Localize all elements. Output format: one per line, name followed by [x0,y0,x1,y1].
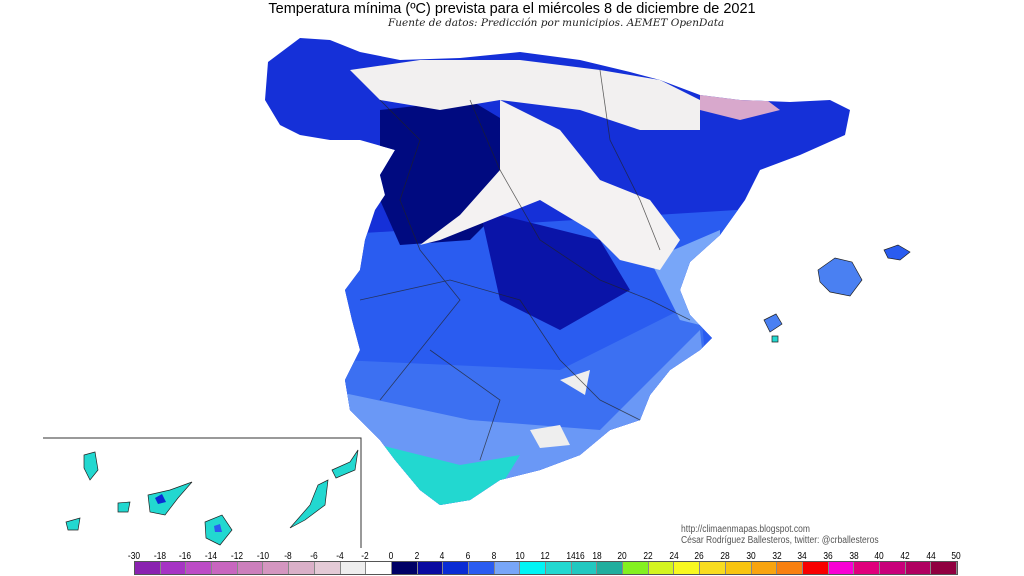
legend-label: 14 [566,550,576,562]
legend-swatch [160,562,187,574]
legend-swatch [854,562,880,574]
legend-swatch [879,562,906,574]
legend-label: 18 [591,550,602,562]
legend-swatch [802,562,829,574]
legend-label: 30 [746,550,756,562]
canary-islands-inset [43,437,362,548]
legend-swatch [417,562,444,574]
legend-swatch [391,562,418,574]
legend-swatch [186,562,213,574]
legend-swatch [494,562,521,574]
legend-swatch [700,562,726,574]
legend-label: 28 [720,550,730,562]
legend-label: -4 [335,550,344,562]
legend-label: -12 [230,550,243,562]
legend-label: 26 [694,550,705,562]
legend-swatch [905,562,932,574]
legend-label: -8 [284,550,292,562]
legend-label: 32 [771,550,782,562]
legend-swatch [520,562,546,574]
legend-label: 6 [465,550,471,562]
legend-swatch [623,562,649,574]
legend-swatch [263,562,290,574]
legend-swatch [135,562,161,574]
legend-swatch [366,562,392,574]
credit-author: César Rodríguez Ballesteros, twitter: @c… [681,535,879,546]
spain-mainland [265,38,850,505]
legend-swatch [340,562,367,574]
legend-label: 50 [951,550,962,562]
legend-label: -10 [256,550,269,562]
legend-label: -6 [310,550,318,562]
balearic-islands [763,244,911,343]
legend-labels: -30 -18 -16 -14 -12 -10 -8 -6 -4 -2 0 2 4 6 8 10 12 14 16 1… [121,550,961,562]
legend-swatch [777,562,803,574]
legend-swatch [674,562,701,574]
legend-label: 4 [440,550,445,562]
legend-label: 8 [491,550,497,562]
legend-label: -30 [127,550,141,562]
legend-swatch [237,562,264,574]
legend-color-bar [134,561,958,575]
legend-swatch [751,562,778,574]
legend-swatch [212,562,238,574]
legend-swatch [443,562,469,574]
legend-label: -14 [205,550,218,562]
legend-swatch [648,562,675,574]
legend-swatch [725,562,752,574]
legend-swatch [546,562,572,574]
legend-label: 34 [797,550,807,562]
legend-label: 20 [617,550,627,562]
legend-label: 2 [414,550,420,562]
legend-label: 16 [575,550,585,562]
credit-url: http://climaenmapas.blogspot.com [681,524,810,535]
legend-label: 36 [823,550,833,562]
legend-label: -18 [153,550,166,562]
legend-swatch [314,562,341,574]
legend-swatch [931,562,957,574]
legend-label: 22 [643,550,653,562]
inset-frame [43,437,362,548]
legend-label: 12 [540,550,550,562]
map-subtitle: Fuente de datos: Predicción por municipi… [388,17,725,29]
legend-label: 10 [514,550,525,562]
province-borders [359,69,691,461]
legend-swatch [597,562,624,574]
legend-swatch [289,562,315,574]
legend-label: 44 [926,550,936,562]
legend-label: 40 [874,550,884,562]
legend-swatch [468,562,495,574]
legend-label: 42 [900,550,910,562]
legend-swatch [828,562,855,574]
map-title: Temperatura mínima (ºC) prevista para el… [268,1,756,17]
legend-label: 0 [388,550,394,562]
legend-swatch [571,562,598,574]
legend-label: 38 [848,550,859,562]
legend-label: 24 [669,550,679,562]
legend-label: -2 [361,550,370,562]
legend-label: -16 [179,550,192,562]
